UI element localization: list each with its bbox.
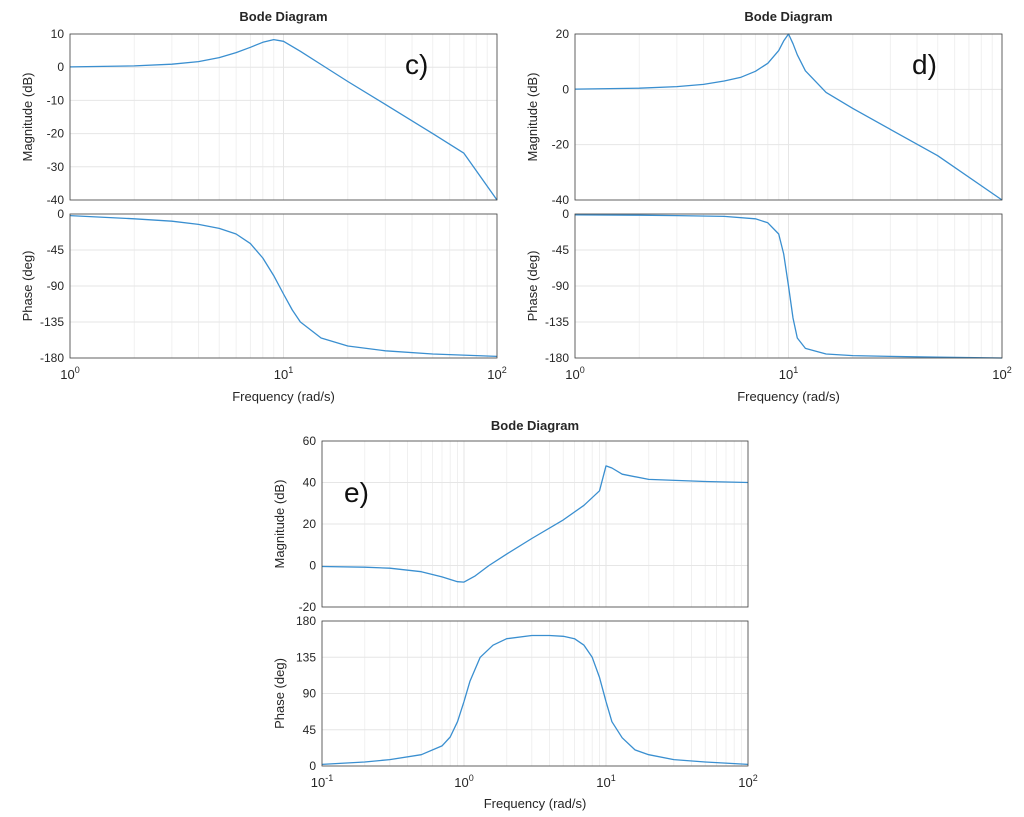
x-tick-label: 100: [565, 365, 584, 382]
chart-title: Bode Diagram: [239, 9, 327, 24]
phase-axes-box: [69, 213, 498, 359]
y-tick-label: -40: [552, 193, 570, 207]
y-tick-label: 20: [303, 517, 317, 531]
phase-curve: [69, 214, 498, 358]
y-tick-label: 0: [309, 559, 316, 573]
phase-curve: [574, 214, 1003, 359]
y-tick-label: 135: [296, 650, 316, 664]
magnitude-plot: -40 -30 -20 -10 0 10 Magnitude (dB): [20, 27, 498, 207]
phase-axes-box: [574, 213, 1003, 359]
x-tick-label: 102: [992, 365, 1011, 382]
y-tick-label: -180: [545, 351, 569, 365]
y-tick-label: -90: [552, 279, 570, 293]
y-tick-label: -45: [552, 243, 570, 257]
magnitude-axes-box: [321, 440, 749, 608]
phase-axes-box: [321, 620, 749, 767]
y-tick-label: -40: [47, 193, 65, 207]
bode-chart-1: Bode Diagram -40 -30 -20 -10 0 10 Magnitude (dB…: [20, 9, 507, 404]
x-tick-label: 101: [596, 773, 615, 790]
magnitude-ylabel: Magnitude (dB): [525, 73, 540, 162]
magnitude-curve: [321, 465, 749, 583]
y-tick-label: 10: [51, 27, 65, 41]
chart-title: Bode Diagram: [744, 9, 832, 24]
panel-label: c): [405, 49, 428, 80]
y-tick-label: -30: [47, 160, 65, 174]
y-tick-label: -20: [552, 138, 570, 152]
y-tick-label: 90: [303, 687, 317, 701]
panel-label: d): [912, 49, 937, 80]
x-tick-label: 100: [60, 365, 79, 382]
magnitude-ylabel: Magnitude (dB): [20, 73, 35, 162]
bode-chart-3: Bode Diagram -20 0 20 40 60 Magnitude (dB) 0 45 9…: [272, 418, 758, 811]
y-tick-label: -135: [40, 315, 64, 329]
phase-ylabel: Phase (deg): [525, 251, 540, 322]
y-tick-label: -20: [299, 600, 317, 614]
y-tick-label: 40: [303, 476, 317, 490]
y-tick-label: 0: [562, 82, 569, 96]
panel-label: e): [344, 477, 369, 508]
y-tick-label: 45: [303, 723, 317, 737]
magnitude-ylabel: Magnitude (dB): [272, 480, 287, 569]
y-tick-label: -90: [47, 279, 65, 293]
phase-plot: 0 45 90 135 180 Phase (deg): [272, 614, 749, 773]
chart-title: Bode Diagram: [491, 418, 579, 433]
y-tick-label: 0: [57, 207, 64, 221]
y-tick-label: -135: [545, 315, 569, 329]
magnitude-plot: -20 0 20 40 60 Magnitude (dB): [272, 434, 749, 614]
y-tick-label: 60: [303, 434, 317, 448]
x-tick-label: 10-1: [311, 773, 333, 790]
phase-ylabel: Phase (deg): [272, 658, 287, 729]
y-tick-label: 0: [562, 207, 569, 221]
magnitude-curve: [574, 33, 1003, 201]
y-tick-label: 0: [309, 759, 316, 773]
x-tick-label: 100: [454, 773, 473, 790]
phase-plot: -180 -135 -90 -45 0 Phase (deg): [525, 207, 1003, 365]
x-axis-label: Frequency (rad/s): [232, 389, 335, 404]
x-axis-label: Frequency (rad/s): [737, 389, 840, 404]
y-tick-label: 20: [556, 27, 570, 41]
y-tick-label: -180: [40, 351, 64, 365]
y-tick-label: -20: [47, 127, 65, 141]
x-tick-label: 102: [487, 365, 506, 382]
y-tick-label: -45: [47, 243, 65, 257]
x-axis-label: Frequency (rad/s): [484, 796, 587, 811]
x-tick-label: 101: [274, 365, 293, 382]
x-tick-label: 102: [738, 773, 757, 790]
x-tick-label: 101: [779, 365, 798, 382]
phase-ylabel: Phase (deg): [20, 251, 35, 322]
magnitude-plot: -40 -20 0 20 Magnitude (dB): [525, 27, 1003, 207]
phase-plot: -180 -135 -90 -45 0 Phase (deg): [20, 207, 498, 365]
magnitude-axes-box: [69, 33, 498, 201]
phase-curve: [321, 634, 749, 766]
y-tick-label: 0: [57, 60, 64, 74]
magnitude-curve: [69, 38, 498, 201]
y-tick-label: 180: [296, 614, 316, 628]
y-tick-label: -10: [47, 93, 65, 107]
magnitude-axes-box: [574, 33, 1003, 201]
